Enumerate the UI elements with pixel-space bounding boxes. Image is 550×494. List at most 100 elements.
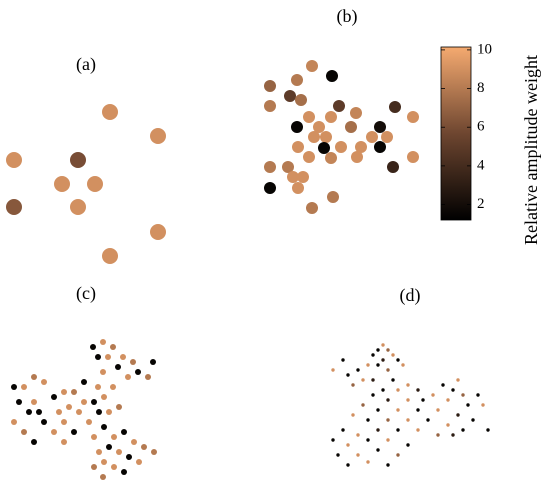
site xyxy=(327,191,339,203)
site xyxy=(308,131,320,143)
site xyxy=(350,107,362,119)
site xyxy=(361,378,365,382)
panel-label: (c) xyxy=(76,283,96,304)
site xyxy=(366,438,370,442)
site xyxy=(416,388,420,392)
site xyxy=(90,344,96,350)
site xyxy=(106,444,112,450)
site xyxy=(466,403,470,407)
site xyxy=(325,152,337,164)
site xyxy=(346,443,350,447)
site xyxy=(351,151,363,163)
site xyxy=(331,438,335,442)
site xyxy=(381,388,385,392)
site xyxy=(451,433,455,437)
site xyxy=(396,388,400,392)
site xyxy=(486,428,490,432)
panel-label: (d) xyxy=(400,285,421,306)
site xyxy=(31,374,37,380)
site xyxy=(115,364,121,370)
site xyxy=(11,384,17,390)
site xyxy=(264,100,276,112)
site xyxy=(61,419,67,425)
site xyxy=(95,354,101,360)
site xyxy=(145,374,151,380)
site xyxy=(130,359,136,365)
site xyxy=(31,439,37,445)
site xyxy=(396,453,400,457)
site xyxy=(471,418,475,422)
site xyxy=(431,393,435,397)
site xyxy=(371,353,375,357)
site xyxy=(356,368,360,372)
site xyxy=(61,439,67,445)
site xyxy=(451,388,455,392)
site xyxy=(100,339,106,345)
site xyxy=(446,423,450,427)
site xyxy=(131,439,137,445)
site xyxy=(318,142,330,154)
site xyxy=(325,111,337,123)
site xyxy=(461,393,465,397)
site xyxy=(376,408,380,412)
site xyxy=(135,369,141,375)
site xyxy=(303,151,315,163)
site xyxy=(102,104,118,120)
site xyxy=(264,182,276,194)
site xyxy=(102,248,118,264)
site xyxy=(21,384,27,390)
site xyxy=(441,383,445,387)
site xyxy=(387,161,399,173)
site xyxy=(100,369,106,375)
site xyxy=(96,409,102,415)
site xyxy=(356,453,360,457)
site xyxy=(326,70,338,82)
site xyxy=(31,399,37,405)
site xyxy=(91,434,97,440)
site xyxy=(391,353,395,357)
site xyxy=(125,374,131,380)
site xyxy=(106,409,112,415)
site xyxy=(105,354,111,360)
colorbar xyxy=(440,46,472,221)
site xyxy=(150,224,166,240)
site xyxy=(81,379,87,385)
site xyxy=(71,389,77,395)
site xyxy=(136,459,142,465)
site xyxy=(264,161,276,173)
site xyxy=(121,429,127,435)
site xyxy=(26,409,32,415)
site xyxy=(284,90,296,102)
site xyxy=(376,448,380,452)
site xyxy=(416,408,420,412)
site xyxy=(436,408,440,412)
site xyxy=(91,399,97,405)
site xyxy=(406,418,410,422)
site xyxy=(331,368,335,372)
site xyxy=(151,449,157,455)
site xyxy=(346,463,350,467)
colorbar-tick-label: 4 xyxy=(477,157,485,173)
site xyxy=(381,131,393,143)
site xyxy=(95,384,101,390)
site xyxy=(341,428,345,432)
site xyxy=(141,444,147,450)
site xyxy=(371,378,375,382)
site xyxy=(461,428,465,432)
site xyxy=(101,424,107,430)
site xyxy=(446,398,450,402)
site xyxy=(303,111,315,123)
site xyxy=(51,394,57,400)
site xyxy=(70,199,86,215)
site xyxy=(376,363,380,367)
site xyxy=(21,429,27,435)
site xyxy=(66,404,72,410)
site xyxy=(406,398,410,402)
site xyxy=(41,379,47,385)
site xyxy=(111,434,117,440)
site xyxy=(336,453,340,457)
site xyxy=(291,121,303,133)
site xyxy=(51,429,57,435)
